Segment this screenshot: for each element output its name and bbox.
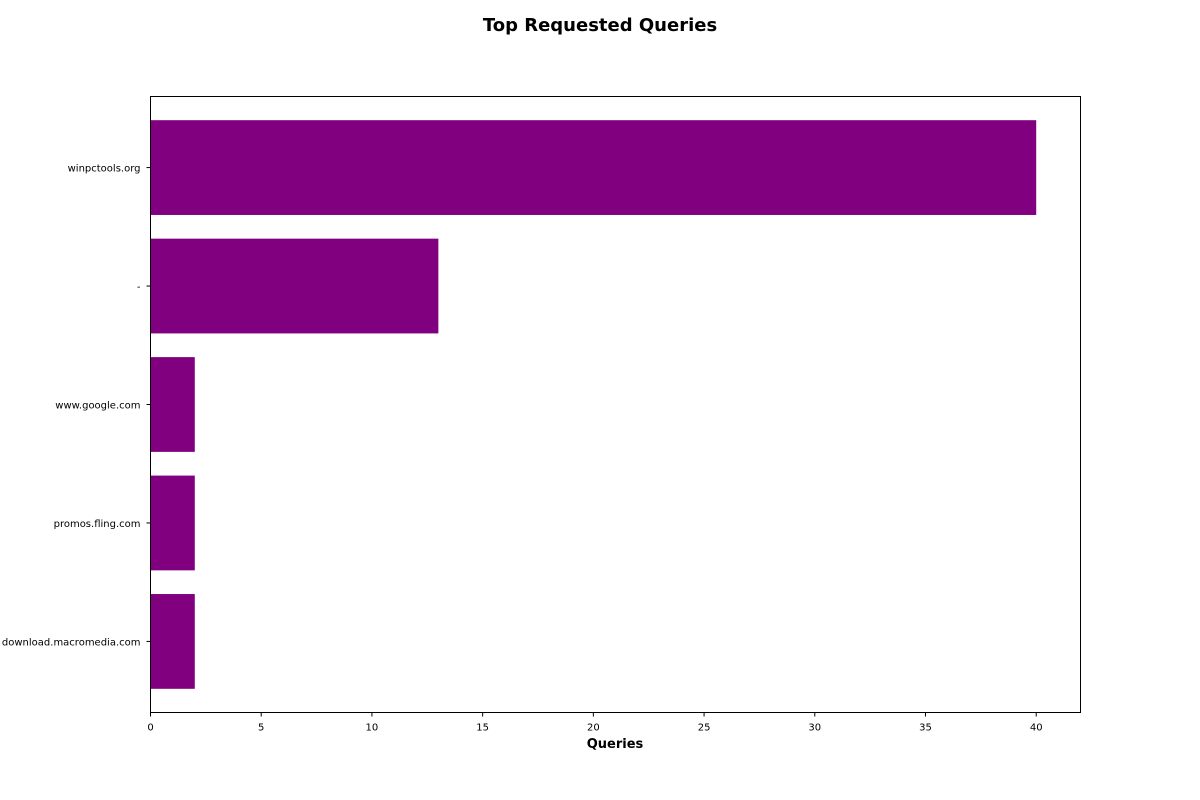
bar <box>150 238 439 334</box>
chart-title: Top Requested Queries <box>483 15 717 36</box>
x-tick-label: 0 <box>147 723 153 734</box>
x-tick-label: 20 <box>587 723 600 734</box>
y-axis-ticks: winpctools.org - www.google.com promos.flin… <box>2 164 151 648</box>
bar <box>150 475 195 571</box>
y-tick-label: winpctools.org <box>68 164 141 175</box>
y-tick-label: - <box>137 282 141 293</box>
bar <box>150 357 195 452</box>
x-tick-label: 35 <box>919 723 932 734</box>
x-axis-label: Queries <box>587 737 644 752</box>
x-tick-label: 15 <box>476 723 489 734</box>
bar <box>150 594 195 689</box>
x-tick-label: 10 <box>366 723 379 734</box>
plot-frame <box>150 96 1081 713</box>
y-tick-label: promos.fling.com <box>54 519 141 530</box>
y-tick-label: download.macromedia.com <box>2 637 141 648</box>
bar <box>150 120 1037 215</box>
x-tick-label: 25 <box>698 723 711 734</box>
x-axis-ticks: 0 5 10 15 20 25 30 35 40 <box>147 712 1043 734</box>
y-tick-label: www.google.com <box>55 401 140 412</box>
bars-group <box>150 120 1037 689</box>
x-tick-label: 30 <box>808 723 821 734</box>
x-tick-label: 5 <box>258 723 264 734</box>
x-tick-label: 40 <box>1030 723 1043 734</box>
